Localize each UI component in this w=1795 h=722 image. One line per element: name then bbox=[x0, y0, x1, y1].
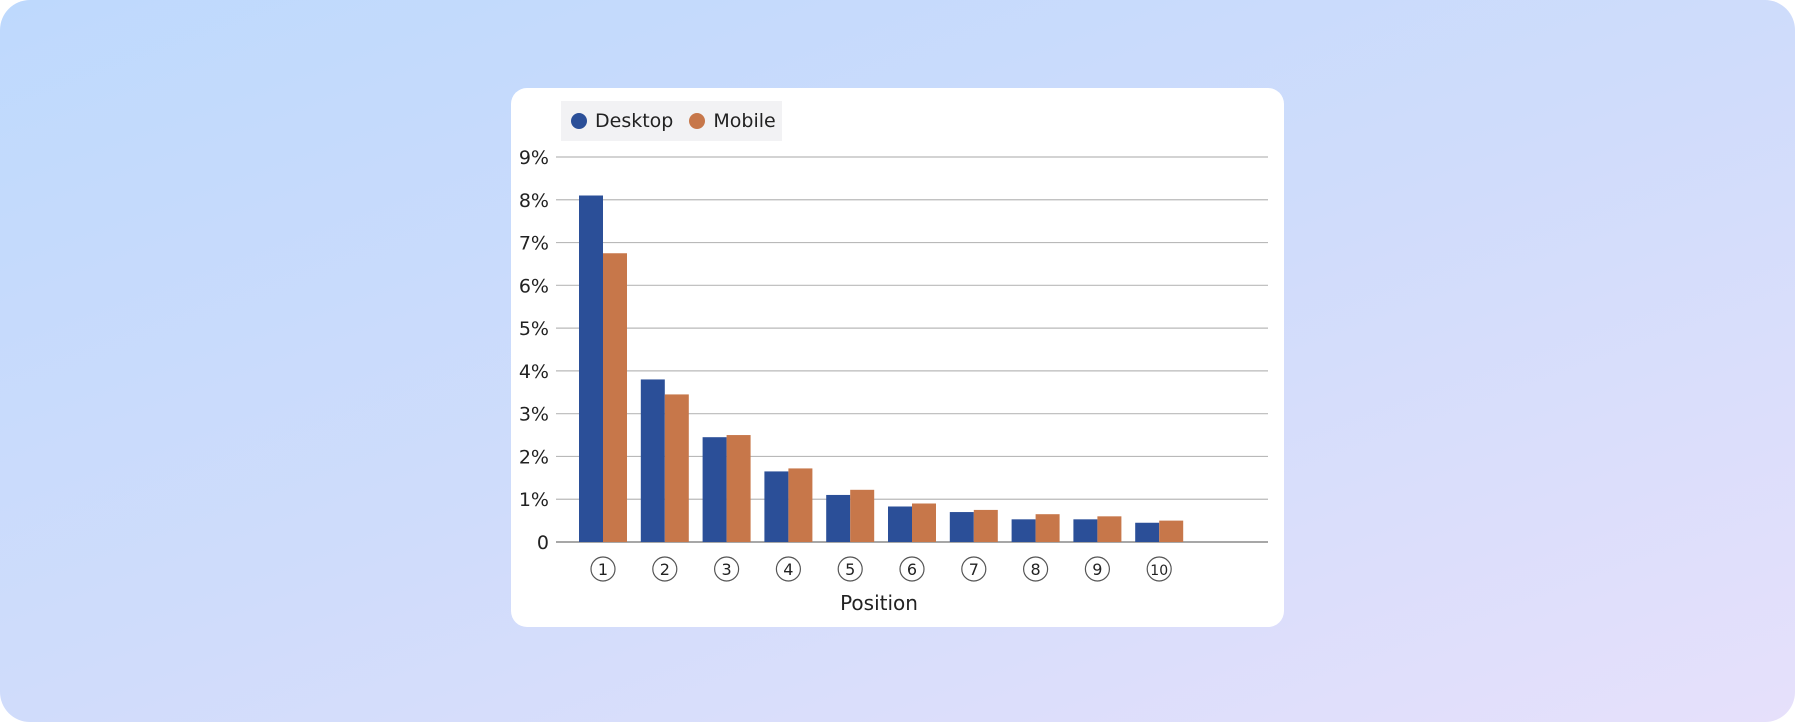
y-tick-label: 8% bbox=[519, 190, 549, 212]
x-tick-circle bbox=[775, 556, 801, 582]
y-tick-label: 9% bbox=[519, 147, 549, 169]
y-tick-label: 4% bbox=[519, 361, 549, 383]
bar-desktop-4 bbox=[764, 471, 789, 542]
x-tick-circle bbox=[714, 556, 740, 582]
x-tick-circle bbox=[1022, 556, 1049, 582]
bar-mobile-8 bbox=[1035, 514, 1060, 542]
bar-desktop-8 bbox=[1011, 519, 1036, 542]
y-tick-label: 5% bbox=[519, 318, 549, 340]
x-tick-label: 9 bbox=[1092, 560, 1102, 579]
x-tick-circle bbox=[961, 556, 987, 582]
bar-mobile-9 bbox=[1097, 516, 1122, 542]
legend-swatch-mobile bbox=[689, 113, 706, 129]
bar-mobile-2 bbox=[664, 394, 689, 542]
y-tick-label: 6% bbox=[519, 275, 549, 297]
bar-mobile-6 bbox=[912, 503, 936, 542]
legend-swatch-desktop bbox=[571, 113, 587, 129]
x-tick-circle bbox=[590, 556, 616, 582]
chart-card: Desktop Mobile 0 1% 2% 3% 4% 5% 6% 7% 8% 9% 1 2 3 4 5… bbox=[511, 88, 1284, 627]
chart-legend: Desktop Mobile bbox=[561, 101, 782, 141]
x-axis-ticks: 1 2 3 4 5 6 7 8 9 10 bbox=[590, 556, 1172, 582]
bar-chart: 0 1% 2% 3% 4% 5% 6% 7% 8% 9% 1 2 3 4 5 6 7 8 9 10 Position bbox=[519, 147, 1268, 615]
bar-mobile-4 bbox=[788, 468, 813, 542]
x-tick-label: 3 bbox=[722, 560, 732, 579]
x-tick-label: 5 bbox=[845, 560, 855, 579]
legend-label-desktop: Desktop bbox=[595, 110, 674, 132]
x-tick-label: 4 bbox=[783, 560, 793, 579]
bar-desktop-6 bbox=[888, 506, 912, 542]
x-tick-circle bbox=[837, 556, 863, 582]
x-tick-label: 10 bbox=[1150, 563, 1168, 579]
x-tick-label: 6 bbox=[907, 560, 917, 579]
bar-desktop-7 bbox=[949, 512, 974, 542]
legend-item-mobile: Mobile bbox=[689, 110, 776, 132]
bar-desktop-5 bbox=[826, 494, 851, 542]
bar-desktop-1 bbox=[579, 195, 603, 542]
y-tick-label: 7% bbox=[519, 233, 549, 255]
bar-mobile-7 bbox=[973, 509, 998, 542]
bar-desktop-10 bbox=[1135, 522, 1160, 542]
bar-mobile-5 bbox=[850, 489, 875, 542]
x-tick-circle bbox=[1146, 556, 1172, 582]
y-tick-label: 1% bbox=[519, 489, 549, 511]
y-tick-label: 0 bbox=[537, 532, 549, 554]
bar-desktop-2 bbox=[640, 379, 665, 542]
x-tick-label: 2 bbox=[660, 560, 670, 579]
bar-mobile-3 bbox=[726, 435, 751, 542]
x-tick-label: 8 bbox=[1031, 560, 1041, 579]
y-axis-ticks: 0 1% 2% 3% 4% 5% 6% 7% 8% 9% bbox=[519, 147, 549, 554]
bar-mobile-1 bbox=[603, 253, 627, 542]
bar-desktop-3 bbox=[702, 437, 727, 542]
x-tick-label: 7 bbox=[969, 560, 979, 579]
x-tick-circle bbox=[1084, 556, 1111, 582]
bar-mobile-10 bbox=[1159, 520, 1184, 542]
x-tick-circle bbox=[652, 556, 678, 582]
bars bbox=[579, 195, 1184, 542]
y-tick-label: 3% bbox=[519, 404, 549, 426]
x-tick-circle bbox=[899, 556, 925, 582]
x-tick-label: 1 bbox=[598, 560, 608, 579]
x-axis-label: Position bbox=[840, 591, 918, 615]
bar-desktop-9 bbox=[1073, 519, 1098, 542]
legend-item-desktop: Desktop bbox=[571, 110, 673, 132]
y-tick-label: 2% bbox=[519, 446, 549, 468]
legend-label-mobile: Mobile bbox=[713, 110, 776, 132]
